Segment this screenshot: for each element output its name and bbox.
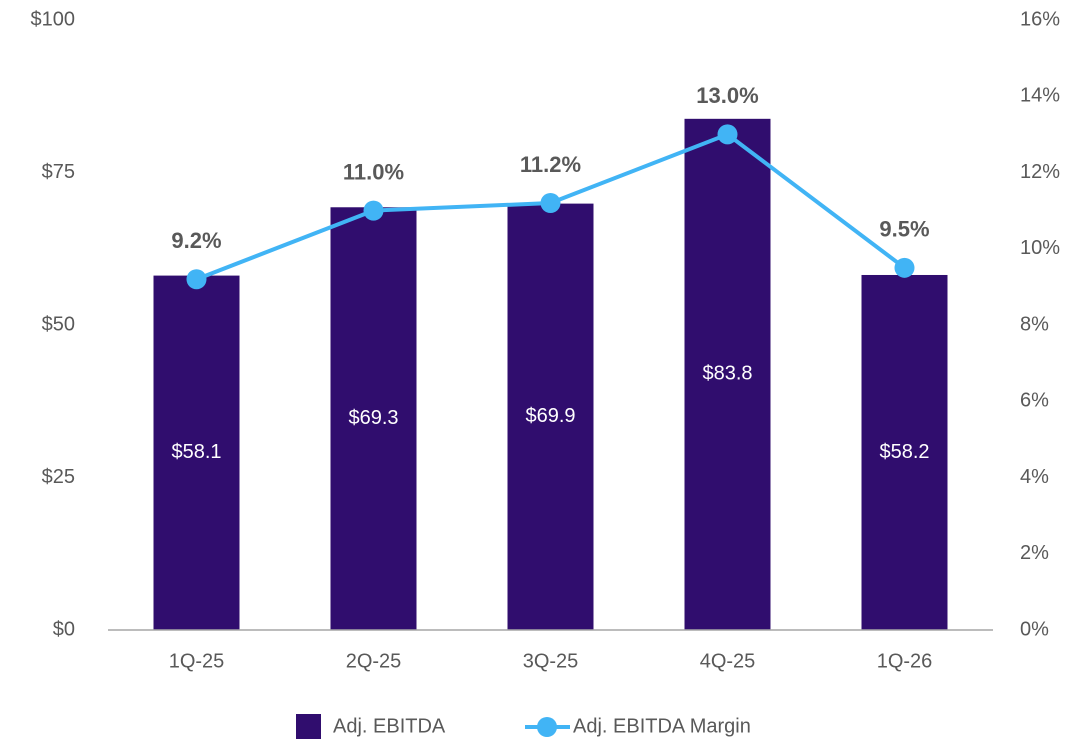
line-value-label: 9.2% xyxy=(171,228,221,253)
x-tick-label: 3Q-25 xyxy=(523,650,579,672)
margin-point xyxy=(363,200,384,221)
margin-point xyxy=(186,269,207,290)
bar-value-label: $69.3 xyxy=(348,407,398,429)
x-tick-label: 2Q-25 xyxy=(346,650,402,672)
legend-marker xyxy=(537,717,557,737)
y-tick-label: $100 xyxy=(31,8,76,30)
y-tick-label: $0 xyxy=(53,618,75,640)
line-value-label: 13.0% xyxy=(696,83,758,108)
y2-tick-label: 0% xyxy=(1020,618,1049,640)
x-tick-label: 1Q-26 xyxy=(877,650,933,672)
y2-tick-label: 2% xyxy=(1020,542,1049,564)
y-tick-label: $25 xyxy=(42,466,75,488)
margin-point xyxy=(894,257,915,278)
y2-tick-label: 16% xyxy=(1020,8,1060,30)
bar xyxy=(861,274,948,630)
bar xyxy=(507,203,594,631)
y2-tick-label: 6% xyxy=(1020,390,1049,412)
bar-value-label: $58.2 xyxy=(879,441,929,463)
y2-tick-label: 8% xyxy=(1020,313,1049,335)
bar-value-label: $69.9 xyxy=(525,405,575,427)
bar-value-label: $83.8 xyxy=(702,363,752,385)
x-tick-label: 1Q-25 xyxy=(169,650,225,672)
line-value-label: 11.2% xyxy=(520,152,581,177)
bar xyxy=(684,118,771,630)
line-value-label: 9.5% xyxy=(879,217,929,242)
margin-point xyxy=(540,193,561,213)
legend-swatch xyxy=(296,714,321,739)
y-tick-label: $75 xyxy=(42,161,75,183)
bar-value-label: $58.1 xyxy=(171,441,221,463)
y2-tick-label: 10% xyxy=(1020,237,1060,259)
x-tick-label: 4Q-25 xyxy=(700,650,756,672)
bar xyxy=(330,207,417,630)
y2-tick-label: 12% xyxy=(1020,161,1060,183)
margin-point xyxy=(717,124,738,145)
y2-tick-label: 4% xyxy=(1020,466,1049,488)
y2-tick-label: 14% xyxy=(1020,85,1060,107)
legend-label: Adj. EBITDA xyxy=(333,715,446,737)
y-tick-label: $50 xyxy=(42,313,75,335)
bar xyxy=(153,275,240,630)
legend-label: Adj. EBITDA Margin xyxy=(573,715,751,737)
line-value-label: 11.0% xyxy=(343,159,404,184)
